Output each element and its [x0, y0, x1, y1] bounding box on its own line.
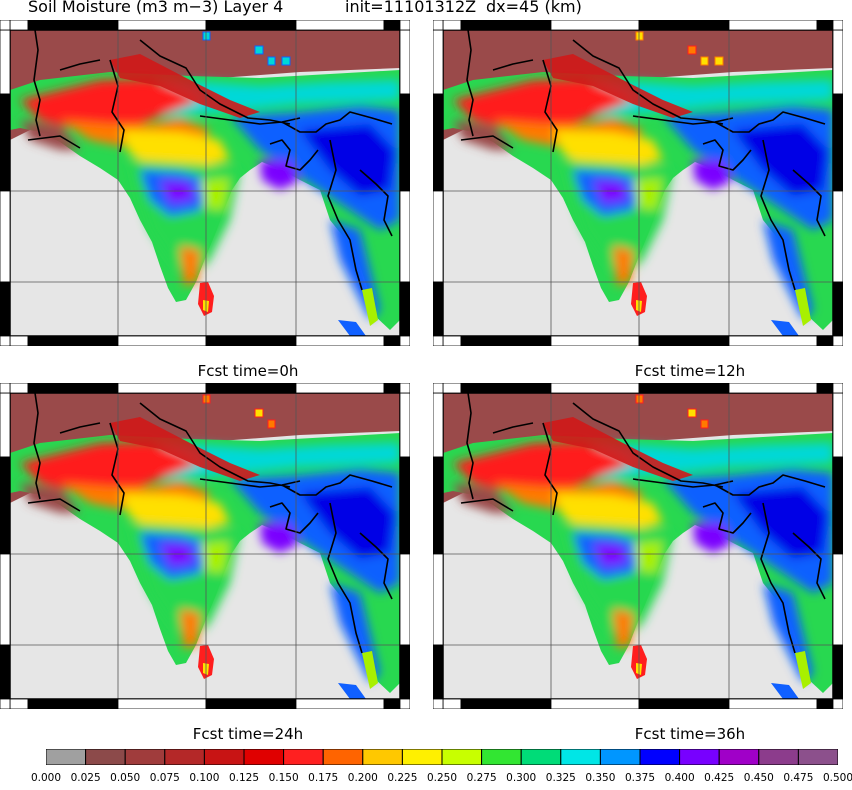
colorbar [46, 749, 838, 765]
colorbar-tick-label: 0.300 [506, 772, 537, 784]
map-panel-24h [0, 383, 410, 709]
colorbar-tick-label: 0.250 [426, 772, 458, 784]
title-dx: dx=45 (km) [486, 0, 582, 16]
colorbar-tick-label: 0.450 [743, 772, 774, 784]
colorbar-segment [46, 749, 87, 765]
colorbar-tick-label: 0.225 [387, 772, 418, 784]
colorbar-segment [124, 749, 166, 765]
caption-0h: Fcst time=0h [197, 362, 299, 380]
title-init: init=11101312Z [345, 0, 477, 16]
colorbar-segment [283, 749, 324, 765]
colorbar-segment [520, 749, 562, 765]
colorbar-segment [679, 749, 720, 765]
colorbar-segment [560, 749, 601, 765]
colorbar-tick-label: 0.075 [149, 772, 180, 784]
colorbar-segment [718, 749, 760, 765]
colorbar-tick-label: 0.375 [624, 772, 656, 784]
colorbar-segment [243, 749, 285, 765]
colorbar-tick-label: 0.125 [228, 772, 260, 784]
colorbar-tick-label: 0.275 [466, 772, 497, 784]
colorbar-segment [441, 749, 483, 765]
colorbar-tick-label: 0.475 [783, 772, 814, 784]
colorbar-segment [85, 749, 126, 765]
colorbar-segment [203, 749, 245, 765]
caption-12h: Fcst time=12h [634, 362, 746, 380]
colorbar-tick-label: 0.350 [585, 772, 616, 784]
colorbar-segment [481, 749, 522, 765]
colorbar-tick-label: 0.400 [664, 772, 695, 784]
colorbar-segment [362, 749, 403, 765]
colorbar-segment [401, 749, 443, 765]
map-panel-0h [0, 20, 410, 346]
caption-36h: Fcst time=36h [634, 725, 746, 743]
colorbar-segment [639, 749, 681, 765]
colorbar-tick-label: 0.000 [30, 772, 62, 784]
colorbar-tick-label: 0.150 [268, 772, 299, 784]
colorbar-tick-label: 0.050 [110, 772, 141, 784]
colorbar-tick-label: 0.100 [189, 772, 220, 784]
colorbar-tick-label: 0.425 [704, 772, 735, 784]
colorbar-tick-label: 0.025 [70, 772, 101, 784]
colorbar-segment [599, 749, 641, 765]
map-panel-36h [433, 383, 843, 709]
colorbar-segment [322, 749, 364, 765]
colorbar-segment [164, 749, 205, 765]
colorbar-segment [758, 749, 799, 765]
title-variable: Soil Moisture (m3 m−3) Layer 4 [28, 0, 284, 16]
colorbar-tick-label: 0.200 [347, 772, 378, 784]
figure-title: Soil Moisture (m3 m−3) Layer 4 init=1110… [0, 0, 852, 22]
colorbar-tick-label: 0.175 [308, 772, 339, 784]
colorbar-tick-label: 0.500 [822, 772, 852, 784]
colorbar-tick-label: 0.325 [545, 772, 576, 784]
map-panel-12h [433, 20, 843, 346]
caption-24h: Fcst time=24h [192, 725, 304, 743]
colorbar-segment [797, 749, 838, 765]
